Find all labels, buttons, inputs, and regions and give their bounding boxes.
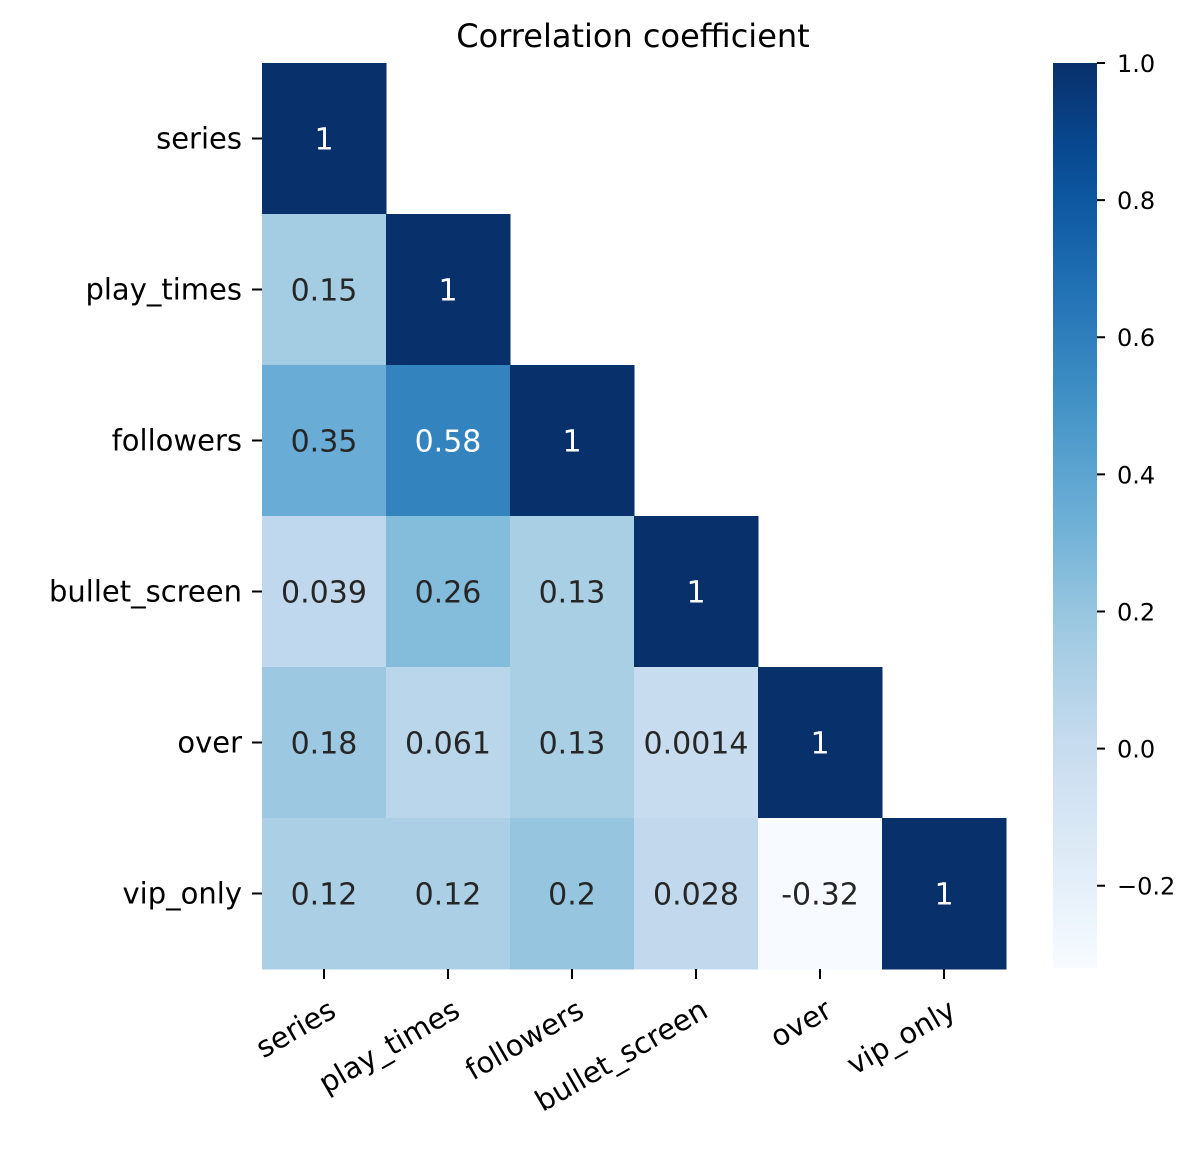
colorbar-gradient — [1053, 63, 1097, 968]
heatmap-cell-followers-play_times — [386, 365, 511, 517]
cell-value-label: 0.12 — [291, 878, 358, 913]
heatmap-cell-vip_only-bullet_screen — [634, 818, 759, 970]
cell-value-label: 0.18 — [291, 727, 358, 762]
cell-value-label: 0.35 — [291, 425, 358, 460]
heatmap-cell-bullet_screen-followers — [510, 516, 635, 668]
colorbar-tick-label: −0.2 — [1117, 873, 1175, 901]
x-tick-label-series: series — [250, 992, 341, 1064]
cell-value-label: 0.061 — [405, 727, 491, 762]
cell-value-label: 0.0014 — [644, 727, 749, 762]
colorbar-tick-label: 0.6 — [1117, 324, 1155, 352]
heatmap-cell-vip_only-series — [262, 818, 387, 970]
cell-value-label: 0.26 — [415, 576, 482, 611]
cell-value-label: 0.13 — [539, 576, 606, 611]
colorbar-tick-label: 1.0 — [1117, 50, 1155, 78]
colorbar: 1.0 0.8 0.6 0.4 0.2 0.0 −0.2 — [1053, 50, 1175, 968]
heatmap-cell-bullet_screen-bullet_screen — [634, 516, 759, 668]
cell-value-label: 1 — [438, 274, 457, 309]
heatmap-cell-vip_only-play_times — [386, 818, 511, 970]
y-tick-label-vip_only: vip_only — [123, 877, 242, 911]
cell-value-label: 1 — [686, 576, 705, 611]
colorbar-tick-label: 0.2 — [1117, 598, 1155, 626]
heatmap-cell-over-bullet_screen — [634, 667, 759, 819]
x-tick-label-play_times: play_times — [313, 992, 466, 1100]
heatmap-cell-vip_only-over — [758, 818, 883, 970]
cell-value-label: 1 — [314, 123, 333, 158]
cell-value-label: 1 — [934, 878, 953, 913]
y-tick-label-bullet_screen: bullet_screen — [49, 575, 242, 609]
chart-title: Correlation coefficient — [456, 17, 809, 55]
heatmap-cell-play_times-series — [262, 214, 387, 366]
cell-value-label: 0.13 — [539, 727, 606, 762]
cell-value-label: 0.12 — [415, 878, 482, 913]
cell-value-label: 1 — [810, 727, 829, 762]
y-tick-label-play_times: play_times — [85, 273, 242, 307]
x-tick-label-vip_only: vip_only — [841, 992, 961, 1081]
y-tick-label-over: over — [177, 726, 242, 760]
x-tick-label-over: over — [764, 992, 837, 1054]
y-tick-label-series: series — [156, 122, 242, 156]
heatmap-cell-vip_only-vip_only — [882, 818, 1007, 970]
heatmap-cell-followers-series — [262, 365, 387, 517]
heatmap-cell-vip_only-followers — [510, 818, 635, 970]
heatmap-cell-over-series — [262, 667, 387, 819]
heatmap-cell-play_times-play_times — [386, 214, 511, 366]
cell-value-label: 0.58 — [415, 425, 482, 460]
cell-value-label: 0.039 — [281, 576, 367, 611]
colorbar-tick-label: 0.4 — [1117, 461, 1155, 489]
heatmap-cell-bullet_screen-play_times — [386, 516, 511, 668]
cell-value-label: 0.028 — [653, 878, 739, 913]
y-tick-label-followers: followers — [112, 424, 242, 458]
heatmap-cell-followers-followers — [510, 365, 635, 517]
cell-value-label: -0.32 — [781, 878, 859, 913]
heatmap-cell-bullet_screen-series — [262, 516, 387, 668]
heatmap-cell-series-series — [262, 63, 387, 215]
cell-value-label: 1 — [562, 425, 581, 460]
heatmap-cell-over-followers — [510, 667, 635, 819]
cell-value-label: 0.2 — [548, 878, 596, 913]
y-axis-tick-labels: series play_times followers bullet_screenov… — [49, 122, 262, 911]
cell-value-label: 0.15 — [291, 274, 358, 309]
heatmap-cells: 1 0.15 1 0.35 0.58 1 0.039 0.26 0.13 1 0.18 0.061 0.… — [262, 63, 1007, 970]
colorbar-tick-label: 0.8 — [1117, 187, 1155, 215]
heatmap-cell-over-play_times — [386, 667, 511, 819]
colorbar-tick-label: 0.0 — [1117, 736, 1155, 764]
heatmap-cell-over-over — [758, 667, 883, 819]
